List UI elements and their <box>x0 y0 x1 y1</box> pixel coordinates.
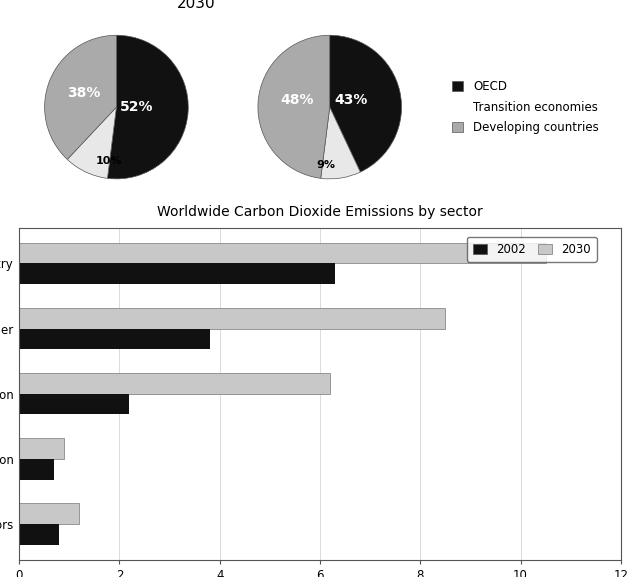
Text: 52%: 52% <box>120 100 154 114</box>
Wedge shape <box>108 35 188 179</box>
Text: 9%: 9% <box>317 159 335 170</box>
Wedge shape <box>321 107 360 179</box>
Wedge shape <box>330 35 401 172</box>
Text: 2030: 2030 <box>177 0 216 12</box>
Text: 43%: 43% <box>335 93 368 107</box>
Bar <box>19 308 445 328</box>
Wedge shape <box>258 35 330 178</box>
Bar <box>19 328 210 349</box>
Text: 10%: 10% <box>96 156 122 166</box>
Bar <box>19 503 79 524</box>
Title: Worldwide Carbon Dioxide Emissions by sector: Worldwide Carbon Dioxide Emissions by se… <box>157 205 483 219</box>
Bar <box>19 459 54 479</box>
Text: 2002: 2002 <box>0 0 3 12</box>
Wedge shape <box>67 107 116 178</box>
Bar <box>19 524 60 545</box>
Bar <box>19 243 545 264</box>
Text: 38%: 38% <box>67 86 101 100</box>
Wedge shape <box>45 35 116 159</box>
Legend: OECD, Transition economies, Developing countries: OECD, Transition economies, Developing c… <box>452 80 598 134</box>
Text: 48%: 48% <box>281 93 314 107</box>
Bar <box>19 394 129 414</box>
Bar <box>19 373 330 394</box>
Bar <box>19 264 335 284</box>
Legend: 2002, 2030: 2002, 2030 <box>467 237 597 261</box>
Bar <box>19 438 64 459</box>
